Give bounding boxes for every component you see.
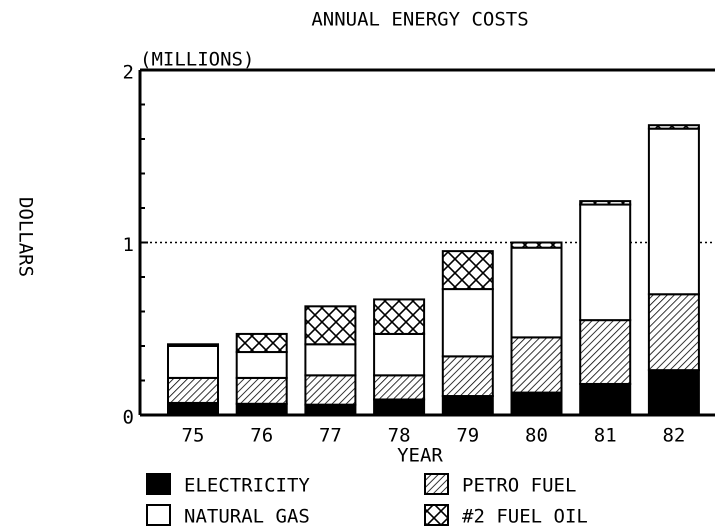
bar-segment	[304, 374, 357, 406]
bar-segment	[510, 391, 563, 417]
legend-label: #2 FUEL OIL	[462, 506, 588, 528]
legend-swatch	[424, 504, 449, 526]
bar-segment	[373, 374, 426, 401]
bar-segment	[167, 343, 219, 347]
legend-swatch	[146, 473, 171, 495]
bar-segment	[167, 376, 219, 404]
x-tick-label: 75	[182, 425, 205, 447]
bar-segment	[304, 305, 357, 346]
bar-segment	[167, 401, 219, 416]
y-tick-label: 1	[123, 234, 134, 256]
bar-segment	[235, 402, 288, 417]
bar-segment	[579, 319, 632, 385]
y-tick-label: 2	[123, 62, 134, 84]
legend-swatch	[146, 504, 171, 526]
bar-segment	[304, 343, 357, 377]
legend-swatch	[424, 473, 449, 495]
bar-segment	[441, 355, 494, 398]
x-tick-label: 79	[456, 425, 479, 447]
bar-segment	[373, 398, 426, 417]
y-tick-label: 0	[123, 407, 134, 429]
chart-title: ANNUAL ENERGY COSTS	[311, 9, 528, 31]
bar-segment	[373, 332, 426, 377]
bar-segment	[647, 124, 700, 130]
x-axis-label: YEAR	[397, 445, 443, 467]
legend-label: PETRO FUEL	[462, 475, 576, 497]
chart-subtitle: (MILLIONS)	[140, 49, 254, 71]
legend-label: ELECTRICITY	[184, 475, 310, 497]
bar-segment	[579, 203, 632, 322]
bar-segment	[441, 288, 494, 358]
bar-segment	[304, 403, 357, 416]
y-axis-label: DOLLARS	[15, 197, 37, 277]
bar-segment	[647, 369, 700, 416]
bar-segment	[510, 241, 563, 249]
bar-segment	[235, 351, 288, 379]
bar-segment	[579, 200, 632, 206]
x-tick-label: 76	[250, 425, 273, 447]
bar-segment	[510, 336, 563, 394]
bar-segment	[441, 395, 494, 416]
bar-segment	[235, 332, 288, 354]
bar-segment	[167, 345, 219, 379]
x-tick-label: 80	[525, 425, 548, 447]
bar-segment	[647, 293, 700, 372]
bar-segment	[441, 250, 494, 291]
bar-segment	[235, 376, 288, 405]
x-tick-label: 78	[388, 425, 411, 447]
legend-label: NATURAL GAS	[184, 506, 310, 528]
x-tick-label: 77	[319, 425, 342, 447]
x-tick-label: 81	[594, 425, 617, 447]
bar-segment	[647, 127, 700, 296]
x-tick-label: 82	[662, 425, 685, 447]
bar-segment	[510, 246, 563, 339]
bar-segment	[579, 382, 632, 417]
bar-segment	[373, 298, 426, 335]
